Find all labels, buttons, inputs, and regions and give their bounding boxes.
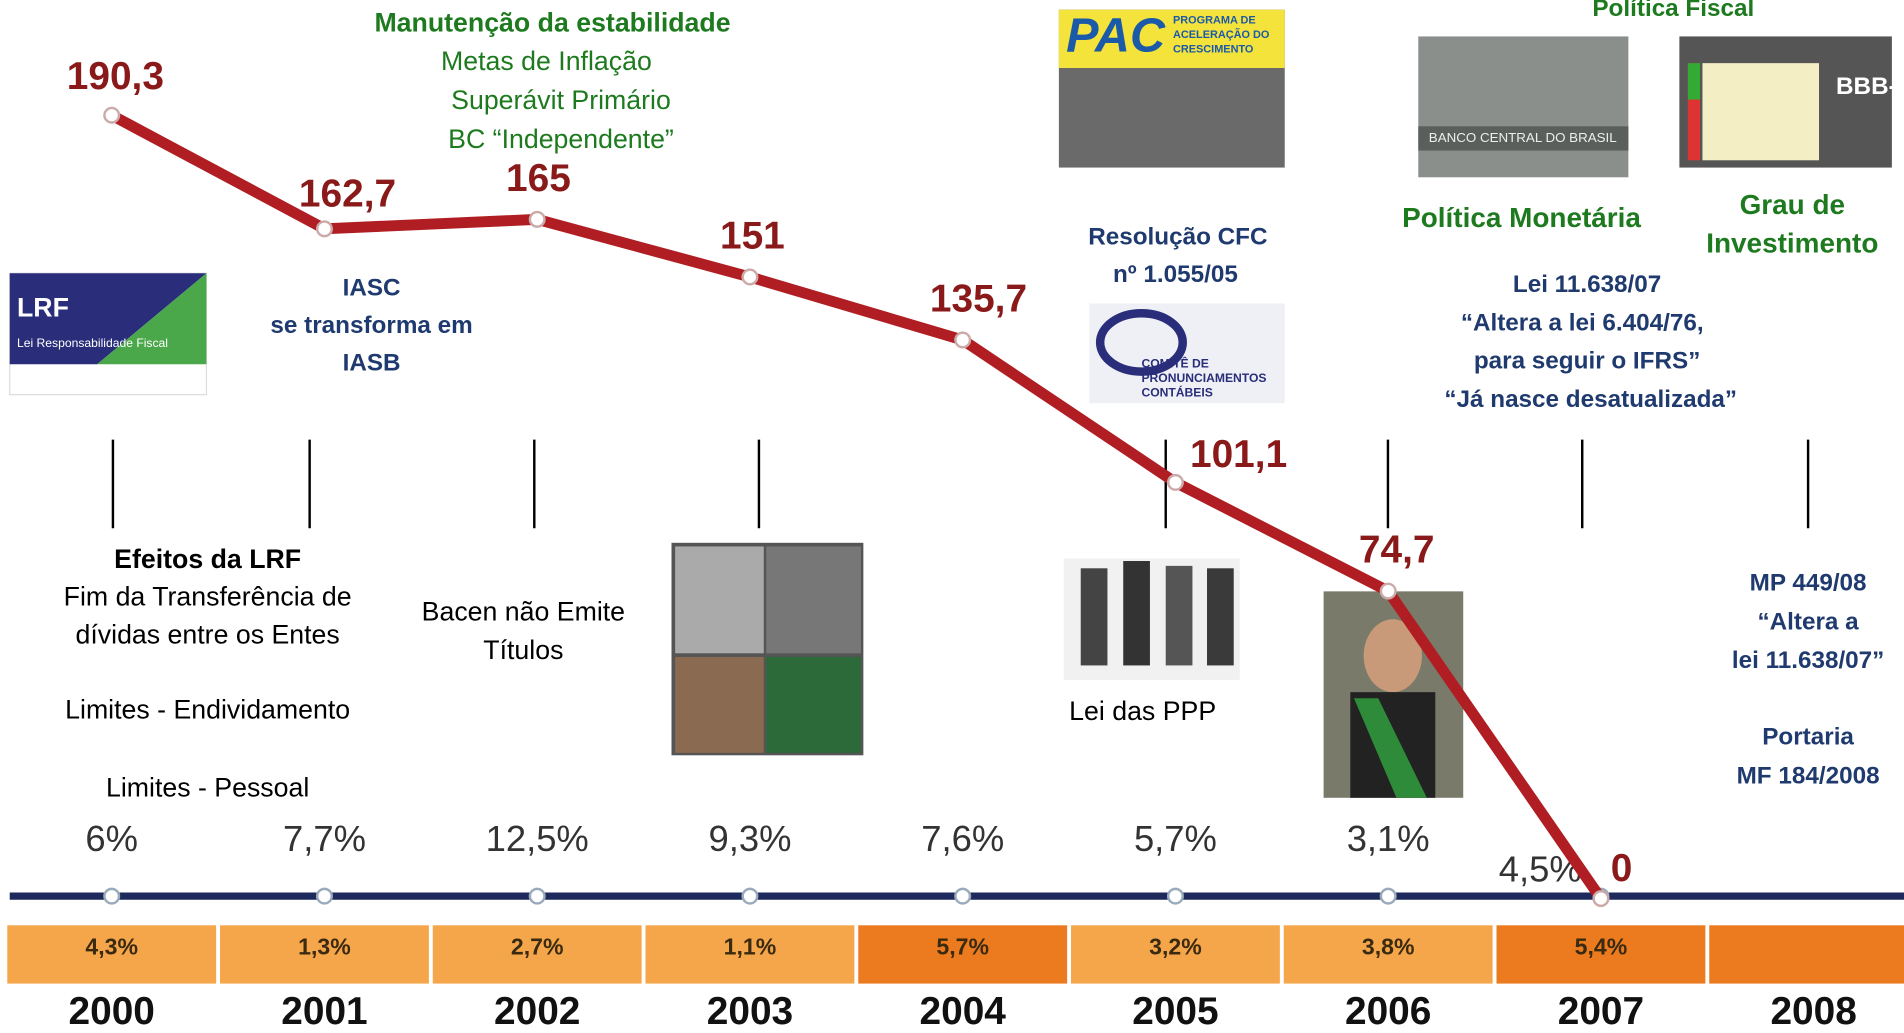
- photo-collage: [672, 543, 864, 756]
- year-label: 2005: [1132, 990, 1218, 1033]
- pac-photo: PAC PROGRAMA DE ACELERAÇÃO DO CRESCIMENT…: [1059, 9, 1285, 168]
- rate-point: [104, 889, 119, 904]
- annotation: Lei das PPP: [1069, 696, 1216, 726]
- logo-text: PROGRAMA DE: [1173, 15, 1256, 27]
- cpc-logo: COMITÊ DE PRONUNCIAMENTOS CONTÁBEIS: [1089, 304, 1285, 404]
- year-label: 2006: [1345, 990, 1431, 1033]
- logo-text: LRF: [17, 293, 69, 323]
- logo-text: BBB-: [1836, 73, 1897, 100]
- debt-label: 165: [506, 157, 571, 200]
- annotation: Manutenção da estabilidade: [374, 7, 730, 37]
- annotation: dívidas entre os Entes: [76, 619, 340, 649]
- annotation: Política Fiscal: [1592, 0, 1754, 22]
- year-label: 2000: [69, 990, 155, 1033]
- debt-point: [1594, 891, 1609, 906]
- annotation: Limites - Pessoal: [106, 772, 309, 802]
- annotation: para seguir o IFRS”: [1474, 347, 1701, 374]
- band-label: 3,2%: [1149, 933, 1202, 959]
- logo-text: COMITÊ DE: [1141, 355, 1208, 370]
- logo-text: PRONUNCIAMENTOS: [1141, 371, 1266, 385]
- annotation: Fim da Transferência de: [64, 582, 352, 612]
- rate-point: [1168, 889, 1183, 904]
- annotation: MF 184/2008: [1737, 763, 1880, 790]
- rate-label: 5,7%: [1134, 818, 1217, 859]
- rate-point: [743, 889, 758, 904]
- rate-point: [530, 889, 545, 904]
- slide: LRF Lei Responsabilidade Fiscal PAC PROG…: [0, 0, 1904, 1033]
- annotation: Grau de: [1740, 189, 1845, 220]
- debt-label: 74,7: [1359, 528, 1435, 571]
- debt-point: [104, 108, 119, 123]
- band-label: 5,7%: [936, 933, 989, 959]
- band-label: 5,4%: [1575, 933, 1628, 959]
- year-label: 2007: [1558, 990, 1644, 1033]
- annotation: “Altera a: [1758, 608, 1860, 635]
- annotation: Metas de Inflação: [441, 46, 652, 76]
- debt-point: [317, 222, 332, 237]
- logo-text: Lei Responsabilidade Fiscal: [17, 336, 168, 350]
- logo-text: CONTÁBEIS: [1141, 385, 1212, 400]
- lrf-logo: LRF Lei Responsabilidade Fiscal: [10, 273, 207, 394]
- band-label: 4,3%: [85, 933, 138, 959]
- rate-label: 7,6%: [921, 818, 1004, 859]
- band-segment: [1709, 925, 1904, 983]
- rate-label: 12,5%: [486, 818, 589, 859]
- rating-table: BBB-: [1679, 36, 1896, 167]
- logo-text: BANCO CENTRAL DO BRASIL: [1429, 130, 1617, 145]
- president-photo: [1324, 591, 1464, 797]
- annotation: Títulos: [483, 635, 563, 665]
- annotation: IASC: [343, 274, 401, 301]
- annotation: Portaria: [1762, 724, 1854, 751]
- debt-label: 135,7: [930, 277, 1027, 320]
- rate-point: [317, 889, 332, 904]
- debt-label: 101,1: [1190, 433, 1287, 476]
- debt-point: [1168, 475, 1183, 490]
- handshake-photo: [1064, 559, 1240, 680]
- annotation: IASB: [343, 350, 401, 377]
- year-label: 2002: [494, 990, 580, 1033]
- annotation: Resolução CFC: [1088, 223, 1267, 250]
- year-label: 2001: [281, 990, 367, 1033]
- annotation: se transforma em: [270, 312, 472, 339]
- annotation: Bacen não Emite: [422, 596, 625, 626]
- logo-text: PAC: [1066, 9, 1166, 63]
- debt-point: [1381, 584, 1396, 599]
- annotation: Lei 11.638/07: [1513, 271, 1661, 298]
- band-label: 2,7%: [511, 933, 564, 959]
- band-label: 3,8%: [1362, 933, 1415, 959]
- logo-text: CRESCIMENTO: [1173, 44, 1254, 56]
- bcb-photo: BANCO CENTRAL DO BRASIL: [1418, 36, 1628, 177]
- band-label: 1,3%: [298, 933, 351, 959]
- debt-point: [530, 212, 545, 227]
- debt-label: 190,3: [67, 55, 164, 98]
- year-label: 2003: [707, 990, 793, 1033]
- annotation: lei 11.638/07”: [1732, 647, 1884, 674]
- debt-point: [743, 270, 758, 285]
- annotation: Política Monetária: [1402, 202, 1641, 233]
- rate-point: [1381, 889, 1396, 904]
- annotation: BC “Independente”: [448, 124, 674, 154]
- annotation: Superávit Primário: [451, 85, 671, 115]
- rate-label: 3,1%: [1347, 818, 1430, 859]
- rate-point: [955, 889, 970, 904]
- annotation: MP 449/08: [1750, 569, 1867, 596]
- annotation: Limites - Endividamento: [65, 695, 350, 725]
- year-label: 2008: [1770, 990, 1856, 1033]
- year-label: 2004: [919, 990, 1006, 1033]
- rate-label: 6%: [85, 818, 138, 859]
- band-label: 1,1%: [724, 933, 777, 959]
- debt-point: [955, 333, 970, 348]
- debt-label: 162,7: [299, 172, 396, 215]
- rate-label: 7,7%: [283, 818, 366, 859]
- logo-text: ACELERAÇÃO DO: [1173, 28, 1270, 41]
- annotation: “Altera a lei 6.404/76,: [1461, 310, 1704, 337]
- rate-label: 9,3%: [708, 818, 791, 859]
- annotation: “Já nasce desatualizada”: [1444, 386, 1737, 413]
- annotation: Efeitos da LRF: [114, 544, 301, 574]
- debt-label: 151: [720, 214, 785, 257]
- annotation: nº 1.055/05: [1113, 261, 1238, 288]
- debt-label: 0: [1611, 847, 1633, 890]
- annotation: Investimento: [1706, 228, 1878, 259]
